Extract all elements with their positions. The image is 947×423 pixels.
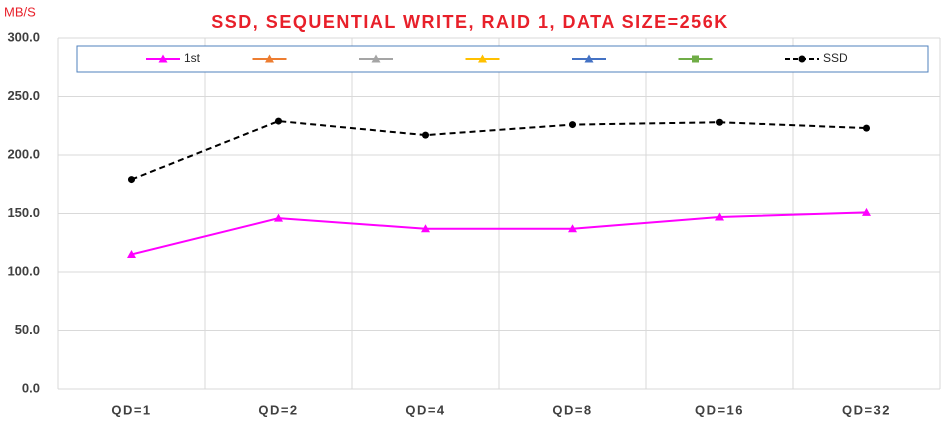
legend-box [76, 45, 929, 73]
legend-label: 1st [184, 51, 201, 65]
y-tick-label: 250.0 [7, 88, 40, 103]
legend-marker [584, 54, 594, 63]
y-tick-label: 200.0 [7, 146, 40, 161]
point [863, 124, 870, 132]
x-tick-label: QD=4 [405, 402, 445, 417]
legend-marker [478, 54, 487, 63]
legend: 1st SSD [76, 45, 929, 73]
grid [57, 37, 941, 390]
series [127, 207, 871, 258]
chart-title: SSD, SEQUENTIAL WRITE, RAID 1, DATA SIZE… [211, 12, 728, 32]
line [131, 211, 867, 256]
y-tick-label: 50.0 [15, 322, 40, 337]
y-tick-label: 0.0 [22, 380, 40, 395]
y-tick-label: 300.0 [7, 29, 40, 44]
y-tick-label: 100.0 [7, 263, 40, 278]
point [716, 118, 723, 126]
point [421, 224, 430, 233]
point [715, 212, 724, 221]
legend-marker [158, 54, 168, 63]
x-tick-label: QD=16 [695, 402, 744, 417]
point [128, 176, 135, 184]
series [128, 117, 870, 184]
point [862, 207, 871, 216]
legend-marker [371, 54, 381, 63]
line [131, 120, 867, 181]
point [568, 224, 577, 233]
legend-marker [798, 55, 806, 63]
legend-label: SSD [823, 51, 848, 65]
x-tick-label: QD=8 [552, 402, 592, 417]
x-tick-label: QD=2 [258, 402, 298, 417]
y-tick-label: 150.0 [7, 205, 40, 220]
legend-marker [265, 54, 274, 63]
point [422, 131, 429, 139]
point [569, 121, 576, 129]
x-tick-label: QD=1 [111, 402, 151, 417]
x-tick-label: QD=32 [842, 402, 891, 417]
point [274, 213, 283, 222]
y-axis-label: MB/S [4, 4, 36, 19]
point [275, 117, 282, 125]
legend-marker [692, 55, 699, 63]
point [127, 249, 136, 258]
